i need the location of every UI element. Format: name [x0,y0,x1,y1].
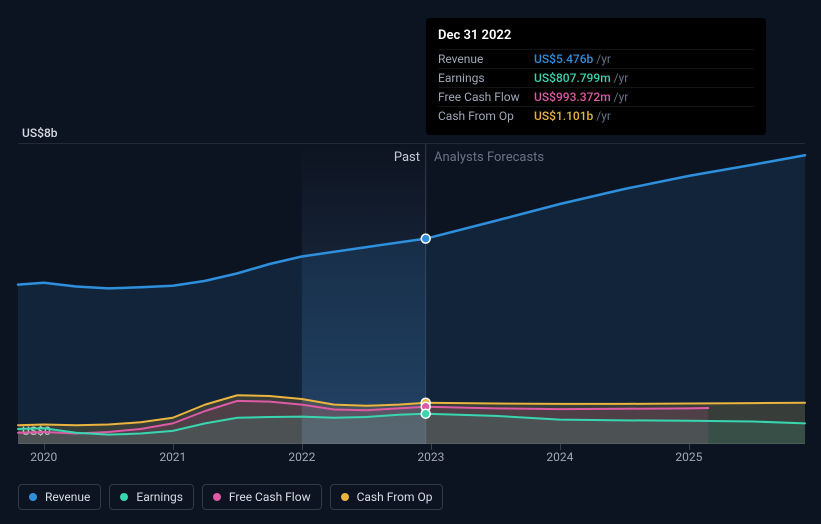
tooltip-metric-label: Cash From Op [438,109,534,123]
legend-item-revenue[interactable]: Revenue [18,484,101,510]
tooltip-metric-label: Earnings [438,71,534,85]
legend-item-free-cash-flow[interactable]: Free Cash Flow [202,484,322,510]
x-tick-label: 2024 [546,450,573,464]
x-tick-label: 2020 [30,450,57,464]
x-axis: 2020 2021 2022 2023 2024 2025 [18,450,805,470]
tooltip-metric-unit: /yr [614,71,629,85]
chart-tooltip: Dec 31 2022 RevenueUS$5.476b/yrEarningsU… [426,18,766,135]
tooltip-row: Free Cash FlowUS$993.372m/yr [438,87,754,106]
x-tick-label: 2021 [159,450,186,464]
tooltip-metric-unit: /yr [596,52,611,66]
legend-label: Cash From Op [357,490,433,504]
tooltip-metric-label: Free Cash Flow [438,90,534,104]
chart-plot-area[interactable] [18,144,805,444]
tooltip-row: EarningsUS$807.799m/yr [438,68,754,87]
legend-dot-icon [341,493,349,501]
legend-dot-icon [29,493,37,501]
legend-label: Revenue [45,490,90,504]
legend-dot-icon [120,493,128,501]
tooltip-row: RevenueUS$5.476b/yr [438,49,754,68]
tooltip-metric-value: US$807.799m [534,71,611,85]
tooltip-metric-value: US$1.101b [534,109,593,123]
legend-item-cash-from-op[interactable]: Cash From Op [330,484,444,510]
tooltip-date: Dec 31 2022 [438,28,754,43]
tooltip-metric-value: US$5.476b [534,52,593,66]
tooltip-row: Cash From OpUS$1.101b/yr [438,106,754,125]
legend-label: Free Cash Flow [229,490,311,504]
legend-dot-icon [213,493,221,501]
x-tick-label: 2025 [675,450,702,464]
y-axis-label: US$8b [22,126,58,140]
tooltip-metric-label: Revenue [438,52,534,66]
x-tick-label: 2023 [417,450,444,464]
tooltip-metric-unit: /yr [614,90,629,104]
tooltip-metric-unit: /yr [596,109,611,123]
x-tick-label: 2022 [288,450,315,464]
tooltip-metric-value: US$993.372m [534,90,611,104]
legend-label: Earnings [136,490,183,504]
legend-item-earnings[interactable]: Earnings [109,484,194,510]
chart-legend: Revenue Earnings Free Cash Flow Cash From O… [18,484,443,510]
